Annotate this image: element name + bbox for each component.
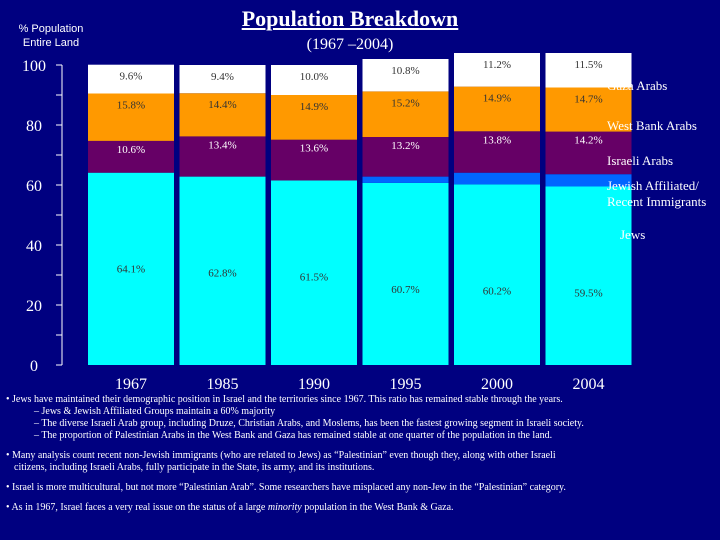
bar-segment bbox=[362, 182, 449, 365]
data-label: 14.9% bbox=[483, 93, 511, 105]
bar-segment bbox=[362, 137, 449, 177]
data-label: 13.2% bbox=[391, 140, 419, 152]
legend-entry: Israeli Arabs bbox=[607, 153, 673, 168]
data-label: 14.7% bbox=[574, 94, 602, 106]
bar-segment bbox=[179, 176, 266, 365]
data-label: 14.9% bbox=[300, 101, 328, 113]
data-label: 13.8% bbox=[483, 134, 511, 146]
note-2b: citizens, including Israeli Arabs, fully… bbox=[14, 462, 375, 473]
bar-segment bbox=[454, 172, 540, 185]
bar-segment bbox=[88, 172, 174, 365]
bar-segment bbox=[545, 53, 632, 88]
bar-segment bbox=[454, 53, 540, 87]
bar-segment bbox=[271, 65, 357, 95]
bar-segment bbox=[271, 180, 357, 365]
note-3: • Israel is more multicultural, but not … bbox=[6, 482, 566, 493]
y-axis-label-line1: % Population bbox=[18, 23, 84, 35]
x-tick-label: 1985 bbox=[207, 376, 239, 392]
y-tick-label: 100 bbox=[22, 58, 46, 75]
x-tick-label: 1967 bbox=[115, 376, 147, 392]
note-1a: – Jews & Jewish Affiliated Groups mainta… bbox=[34, 406, 276, 417]
data-label: 14.4% bbox=[208, 99, 236, 111]
note-1b: – The diverse Israeli Arab group, includ… bbox=[34, 418, 584, 429]
note-4: • As in 1967, Israel faces a very real i… bbox=[6, 502, 718, 514]
y-tick-label: 20 bbox=[26, 298, 42, 315]
data-label: 13.4% bbox=[208, 139, 236, 151]
data-label: 9.4% bbox=[211, 71, 234, 83]
data-label: 60.2% bbox=[483, 285, 511, 297]
y-tick-label: 60 bbox=[26, 178, 42, 195]
bar-segment bbox=[454, 184, 540, 365]
bar-segment bbox=[271, 95, 357, 140]
note-2: • Many analysis count recent non-Jewish … bbox=[6, 450, 556, 461]
chart-subtitle: (1967 –2004) bbox=[306, 36, 394, 53]
y-axis-label-line2: Entire Land bbox=[22, 37, 80, 49]
data-label: 15.8% bbox=[117, 100, 145, 112]
bar-segment bbox=[271, 139, 357, 181]
bar-segment bbox=[362, 176, 449, 183]
data-label: 14.2% bbox=[574, 135, 602, 147]
data-label: 61.5% bbox=[300, 272, 328, 284]
data-label: 13.6% bbox=[300, 143, 328, 155]
bar-segment bbox=[545, 87, 632, 132]
data-label: 62.8% bbox=[208, 268, 236, 280]
y-tick-label: 80 bbox=[26, 118, 42, 135]
bar-segment bbox=[88, 64, 174, 94]
bar-segment bbox=[179, 65, 266, 94]
bar-segment bbox=[545, 131, 632, 175]
note-4-emphasis: minority bbox=[267, 502, 302, 513]
bar-segment bbox=[454, 86, 540, 132]
y-axis-label: % Population Entire Land bbox=[12, 22, 90, 50]
legend-entry: Gaza Arabs bbox=[607, 78, 667, 93]
data-label: 10.0% bbox=[300, 71, 328, 83]
bar-segment bbox=[545, 174, 632, 187]
bar-segment bbox=[454, 131, 540, 173]
bar-segment bbox=[362, 59, 449, 92]
data-label: 59.5% bbox=[574, 288, 602, 300]
chart-title: Population Breakdown bbox=[241, 6, 459, 31]
y-tick-label: 40 bbox=[26, 238, 42, 255]
data-label: 64.1% bbox=[117, 264, 145, 276]
data-label: 10.6% bbox=[117, 144, 145, 156]
bar-segment bbox=[88, 140, 174, 173]
data-label: 15.2% bbox=[391, 97, 419, 109]
bar-segment bbox=[88, 93, 174, 141]
x-tick-label: 1995 bbox=[390, 376, 422, 392]
data-label: 10.8% bbox=[391, 65, 419, 77]
legend-entry: West Bank Arabs bbox=[607, 118, 697, 133]
data-label: 11.5% bbox=[574, 59, 602, 71]
bar-segment bbox=[545, 186, 632, 365]
notes: • Jews have maintained their demographic… bbox=[6, 394, 718, 514]
legend-entry: Jews bbox=[620, 227, 645, 242]
bar-segment bbox=[179, 93, 266, 137]
x-tick-label: 2000 bbox=[481, 376, 513, 392]
note-4-pre: • As in 1967, Israel faces a very real i… bbox=[6, 502, 268, 513]
note-1: • Jews have maintained their demographic… bbox=[6, 394, 563, 405]
note-1c: – The proportion of Palestinian Arabs in… bbox=[34, 430, 553, 441]
x-tick-label: 1990 bbox=[298, 376, 330, 392]
data-label: 9.6% bbox=[120, 71, 143, 83]
data-label: 11.2% bbox=[483, 59, 511, 71]
y-tick-label: 0 bbox=[30, 358, 38, 375]
data-label: 60.7% bbox=[391, 284, 419, 296]
x-tick-label: 2004 bbox=[573, 376, 605, 392]
bar-segment bbox=[362, 91, 449, 137]
note-4-post: population in the West Bank & Gaza. bbox=[301, 502, 454, 513]
stacked-bar-chart: 0 20 40 60 80 100 64.1% 10.6% 15.8% 9.6% 1967 62.8%… bbox=[22, 53, 706, 392]
bar-segment bbox=[179, 136, 266, 177]
legend-entry: Jewish Affiliated/Recent Immigrants bbox=[607, 178, 706, 209]
